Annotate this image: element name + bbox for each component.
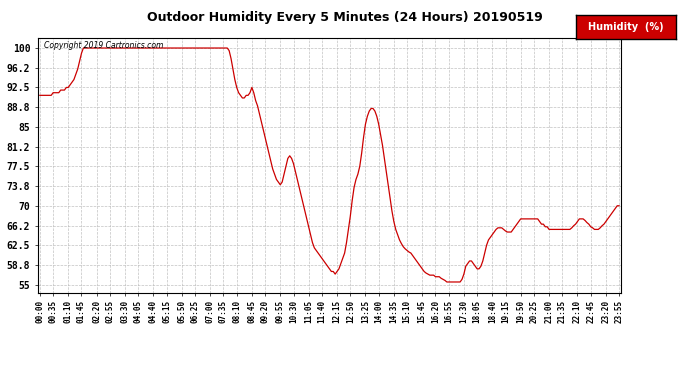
Text: Humidity  (%): Humidity (%) bbox=[589, 22, 664, 32]
Text: Copyright 2019 Cartronics.com: Copyright 2019 Cartronics.com bbox=[43, 41, 163, 50]
Text: Outdoor Humidity Every 5 Minutes (24 Hours) 20190519: Outdoor Humidity Every 5 Minutes (24 Hou… bbox=[147, 11, 543, 24]
